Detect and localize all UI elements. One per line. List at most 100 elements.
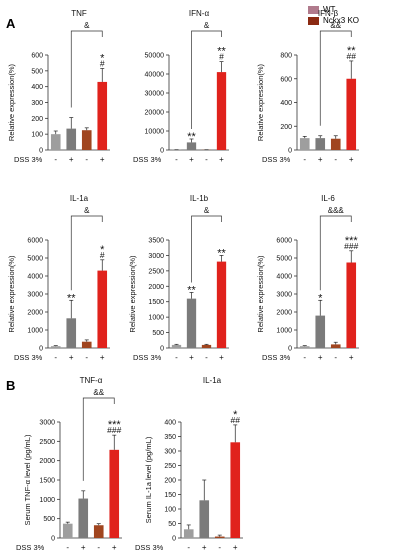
- chart6-y-tick-label: 3000: [276, 292, 292, 299]
- chart2-bar-4: [216, 72, 227, 150]
- chart4-hash-mark-4: #: [100, 250, 105, 260]
- chart6-dss-sign-1: -: [303, 353, 306, 362]
- chart6-y-tick-label: 5000: [276, 256, 292, 263]
- chart5-bar-2: [186, 298, 197, 348]
- chart7-dss-sign-4: +: [112, 543, 117, 550]
- chart1-bracket: [70, 30, 103, 108]
- chart4-bracket-label: &: [84, 206, 90, 215]
- chart5-y-axis-label: Relative expression(%): [128, 255, 137, 333]
- chart7-y-axis-label: Serum TNF-α level (pg/mL): [23, 434, 32, 525]
- chart1-y-tick-label: 0: [39, 148, 43, 155]
- chart4-bar-4: [97, 270, 108, 348]
- chart5-dss-sign-4: +: [219, 353, 224, 362]
- chart4-star-mark-2: **: [67, 292, 76, 304]
- chart1-dss-sign-4: +: [100, 155, 105, 164]
- chart2-y-tick-label: 50000: [145, 53, 165, 60]
- chart6-y-axis-label: Relative expression(%): [256, 255, 265, 333]
- chart2-bracket: [191, 30, 222, 129]
- chart6-dss-sign-4: +: [349, 353, 354, 362]
- chart5-y-tick-label: 0: [160, 346, 164, 353]
- chart6-bar-1: [299, 346, 310, 348]
- chart7-y-tick-label: 3000: [39, 420, 55, 427]
- chart3-y-tick-label: 600: [280, 76, 292, 83]
- chart8-dss-sign-3: -: [218, 543, 221, 550]
- chart6-bar-4: [346, 262, 357, 348]
- chart2-y-tick-label: 30000: [145, 91, 165, 98]
- chart5-y-tick-label: 2000: [148, 284, 164, 291]
- chart8-bar-1: [183, 529, 194, 538]
- panel-label-a: A: [6, 16, 16, 31]
- chart3-dss-sign-3: -: [334, 155, 337, 164]
- chart6-dss-sign-2: +: [318, 353, 323, 362]
- chart5-dss-sign-3: -: [205, 353, 208, 362]
- chart3-bracket-label: &&: [330, 21, 341, 30]
- chart7-y-tick-label: 2500: [39, 439, 55, 446]
- chart7-dss-sign-1: -: [66, 543, 69, 550]
- chart2-dss-label: DSS 3%: [133, 155, 162, 164]
- chart3-star-mark-4: **: [347, 45, 356, 57]
- chart5-bracket: [191, 215, 222, 283]
- chart6-y-tick-label: 4000: [276, 274, 292, 281]
- chart7-bracket: [82, 397, 115, 481]
- chart2-y-tick-label: 10000: [145, 129, 165, 136]
- chart6-dss-sign-3: -: [334, 353, 337, 362]
- legend-swatch-wt: [308, 5, 319, 14]
- chart6-bracket-label: &&&: [328, 206, 345, 215]
- chart1-y-tick-label: 200: [31, 116, 43, 123]
- chart7-y-tick-label: 2000: [39, 458, 55, 465]
- chart5-bar-3: [201, 344, 212, 348]
- chart7-hash-mark-4: ###: [107, 425, 121, 435]
- chart7-bracket-label: &&: [93, 388, 104, 397]
- chart8-dss-sign-2: +: [202, 543, 207, 550]
- chart7-y-tick-label: 0: [51, 536, 55, 543]
- chart1-hash-mark-4: #: [100, 58, 105, 68]
- chart2-y-tick-label: 20000: [145, 110, 165, 117]
- chart3-bar-3: [330, 138, 341, 150]
- chart7-bar-1: [62, 523, 73, 538]
- chart1-y-tick-label: 500: [31, 68, 43, 75]
- chart3-dss-sign-1: -: [303, 155, 306, 164]
- chart5-y-tick-label: 3000: [148, 253, 164, 260]
- chart8-dss-sign-1: -: [187, 543, 190, 550]
- chart7-y-tick-label: 500: [43, 516, 55, 523]
- chart8-y-tick-label: 400: [164, 420, 176, 427]
- chart1-dss-sign-1: -: [54, 155, 57, 164]
- chart8-dss-sign-4: +: [233, 543, 238, 550]
- chart4-y-tick-label: 2000: [27, 310, 43, 317]
- chart8-y-tick-label: 0: [172, 536, 176, 543]
- chart4-y-tick-label: 0: [39, 346, 43, 353]
- chart5-dss-sign-2: +: [189, 353, 194, 362]
- chart1-bracket-label: &: [84, 21, 90, 30]
- chart7-bar-3: [93, 525, 104, 538]
- chart8-y-tick-label: 250: [164, 463, 176, 470]
- chart3-y-tick-label: 400: [280, 100, 292, 107]
- chart3-dss-label: DSS 3%: [262, 155, 291, 164]
- chart3-bar-1: [299, 138, 310, 150]
- chart5-bracket-label: &: [204, 206, 210, 215]
- chart8-bar-2: [199, 500, 210, 538]
- chart7-y-tick-label: 1500: [39, 478, 55, 485]
- chart3-bar-4: [346, 78, 357, 150]
- chart1-dss-label: DSS 3%: [14, 155, 43, 164]
- legend-label-wt: WT: [323, 5, 336, 14]
- chart5-bar-1: [171, 344, 182, 348]
- chart3-bar-2: [315, 138, 326, 150]
- chart1-y-tick-label: 300: [31, 100, 43, 107]
- chart5-bar-4: [216, 261, 227, 348]
- chart8-dss-label: DSS 3%: [135, 543, 164, 550]
- chart8-bar-3: [214, 536, 225, 538]
- chart4-bracket: [70, 215, 103, 291]
- chart4-y-tick-label: 1000: [27, 328, 43, 335]
- chart1-y-tick-label: 100: [31, 132, 43, 139]
- chart4-dss-sign-4: +: [100, 353, 105, 362]
- chart8-star-mark-4: *: [233, 409, 238, 421]
- legend: WT Nckx3 KO: [308, 4, 359, 26]
- chart7-bar-4: [109, 449, 120, 538]
- chart4-bar-1: [50, 346, 61, 348]
- chart6-title: IL-6: [321, 194, 335, 203]
- chart6-y-tick-label: 0: [288, 346, 292, 353]
- chart4-star-mark-4: *: [100, 244, 105, 256]
- chart1-bar-1: [50, 134, 61, 150]
- chart4-bar-2: [66, 318, 77, 348]
- legend-item-wt: WT: [308, 4, 359, 15]
